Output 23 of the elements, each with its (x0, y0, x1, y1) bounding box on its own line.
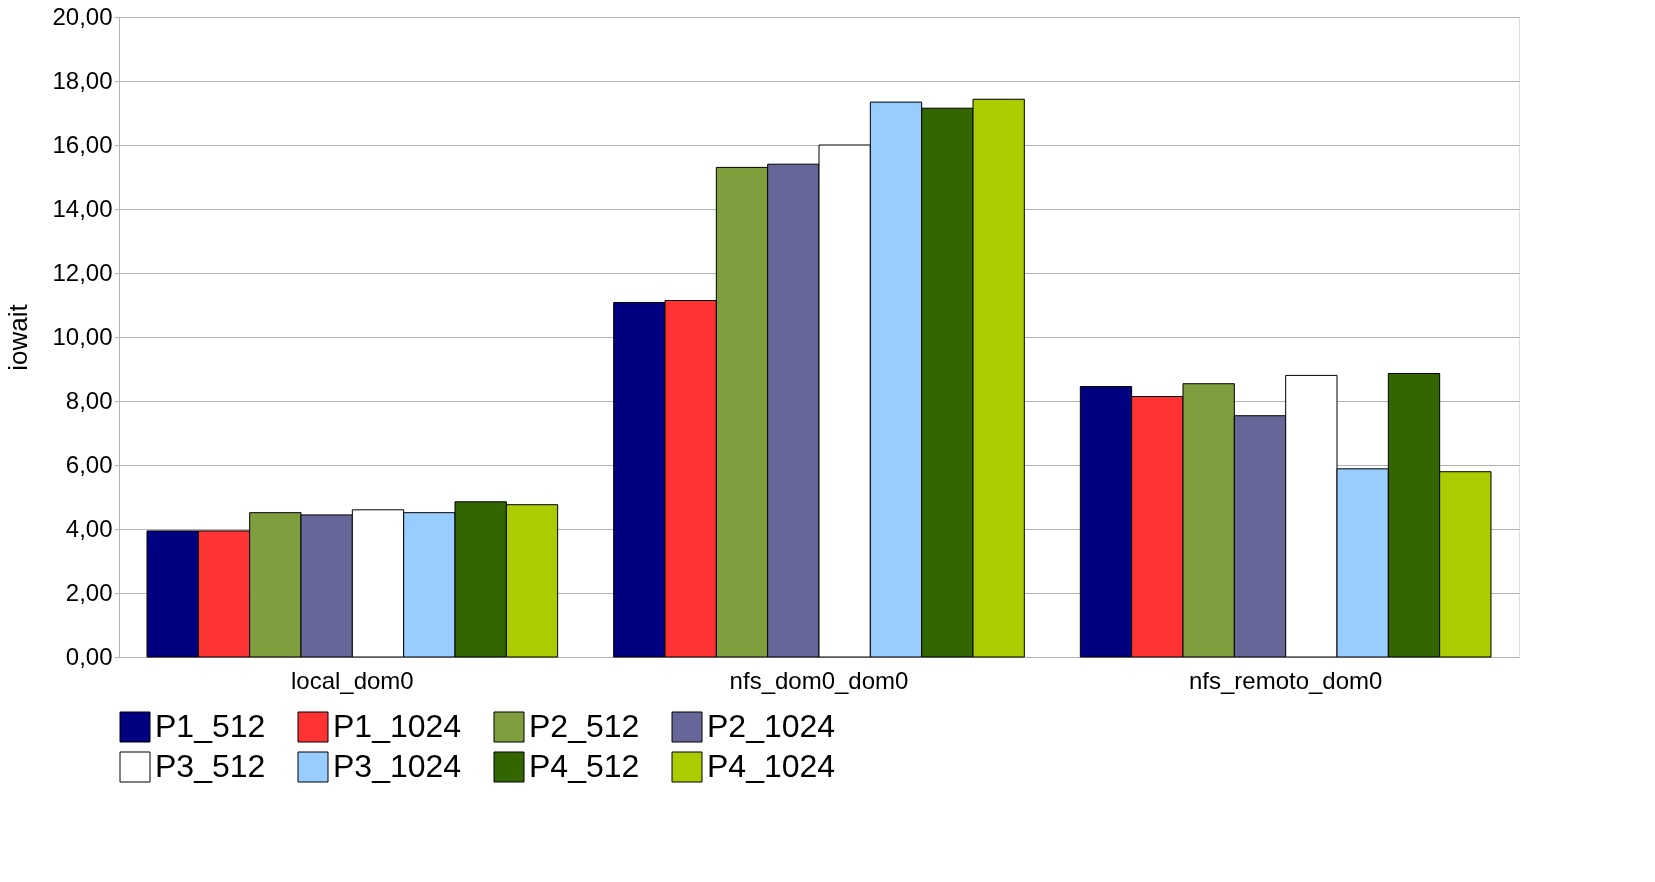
legend-label: P1_1024 (333, 708, 462, 744)
y-tick-label: 4,00 (65, 514, 113, 542)
legend-label: P1_512 (155, 708, 266, 744)
y-tick-label: 0,00 (65, 642, 113, 670)
y-tick-label: 18,00 (52, 66, 113, 94)
legend-label: P4_512 (529, 748, 640, 784)
y-tick-label: 2,00 (65, 578, 113, 606)
y-tick-label: 16,00 (52, 130, 113, 158)
legend-label: P3_512 (155, 748, 266, 784)
legend-label: P4_1024 (707, 748, 836, 784)
x-tick-label: nfs_dom0_dom0 (729, 666, 909, 694)
y-axis-title: iowait (3, 303, 34, 371)
legend-label: P2_1024 (707, 708, 836, 744)
x-tick-label: local_dom0 (290, 666, 414, 694)
y-tick-label: 20,00 (52, 2, 113, 30)
y-tick-label: 8,00 (65, 386, 113, 414)
x-tick-label: nfs_remoto_dom0 (1188, 666, 1383, 694)
legend-label: P3_1024 (333, 748, 462, 784)
y-tick-label: 14,00 (52, 194, 113, 222)
y-tick-label: 10,00 (52, 322, 113, 350)
legend-label: P2_512 (529, 708, 640, 744)
y-tick-label: 6,00 (65, 450, 113, 478)
y-tick-label: 12,00 (52, 258, 113, 286)
